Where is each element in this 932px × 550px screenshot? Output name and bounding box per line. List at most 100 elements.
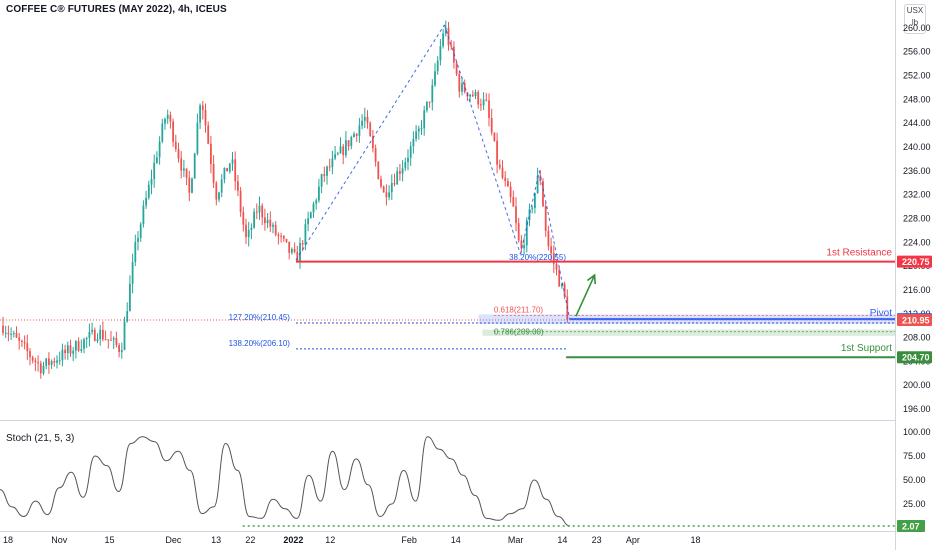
support-price-tag: 204.70 [902, 353, 930, 363]
candle-body [428, 101, 431, 103]
candle-body [444, 27, 447, 34]
candle-body [185, 168, 188, 178]
price-tick-label: 216.00 [903, 285, 931, 295]
candle-body [137, 238, 139, 242]
candle-body [64, 349, 66, 354]
candle-body [158, 141, 161, 158]
candle-body [285, 238, 288, 242]
candle-body [261, 205, 264, 218]
candle-body [415, 131, 417, 139]
stoch-tick-label: 100.00 [903, 427, 931, 437]
time-tick-label: 12 [325, 535, 335, 545]
candle-body [555, 263, 558, 270]
time-tick-label: 23 [592, 535, 602, 545]
candle-body [366, 116, 369, 123]
time-tick-label: Mar [508, 535, 524, 545]
candle-body [39, 363, 42, 374]
candle-body [426, 101, 428, 111]
drawings-group: 38.20%(220.55) 0.618(211.70) 127.20%(210.4… [0, 24, 895, 527]
candle-body [396, 171, 399, 185]
candle-body [164, 119, 166, 124]
price-tick-label: 196.00 [903, 404, 931, 414]
candle-body [471, 94, 474, 97]
candle-body [123, 321, 126, 350]
candle-body [166, 114, 169, 119]
candle-body [399, 171, 401, 174]
price-tick-label: 200.00 [903, 380, 931, 390]
candle-body [126, 311, 129, 322]
candle-body [107, 339, 110, 341]
candle-body [482, 99, 485, 106]
candle-body [139, 224, 142, 239]
up-arrow-head [586, 273, 597, 285]
candle-body [61, 349, 64, 361]
unit-toggle[interactable]: USX lb [904, 4, 926, 34]
candle-body [461, 83, 463, 92]
candle-body [118, 345, 120, 352]
candle-body [504, 177, 507, 182]
candle-body [550, 246, 552, 254]
candle-body [172, 121, 174, 142]
candle-body [53, 361, 56, 363]
candle-body [204, 110, 207, 126]
candle-body [169, 114, 172, 122]
candle-body [523, 245, 525, 249]
axis-group: 196.00200.00204.00208.00212.00216.00220.… [3, 23, 932, 545]
candle-body [247, 230, 250, 238]
candle-body [528, 209, 531, 221]
candle-body [431, 85, 434, 103]
candle-body [347, 140, 350, 147]
candle-body [223, 168, 226, 180]
candle-body [75, 341, 77, 351]
candle-body [115, 338, 118, 345]
candle-body [409, 146, 412, 158]
candle-body [48, 358, 50, 365]
support-price-tag-bg [897, 351, 932, 364]
candle-body [264, 217, 266, 224]
candle-body [31, 357, 34, 361]
unit-top-label: USX [906, 6, 924, 15]
candle-body [29, 351, 31, 358]
candle-body [301, 243, 304, 245]
candle-body [188, 177, 191, 193]
candle-body [66, 345, 69, 353]
candle-body [228, 163, 231, 172]
candle-body [183, 168, 185, 171]
candle-body [212, 164, 215, 184]
candle-body [420, 128, 423, 130]
candle-body [439, 46, 442, 61]
candle-body [134, 242, 137, 262]
candle-body [334, 154, 336, 159]
candle-body [21, 340, 23, 342]
time-tick-label: 18 [691, 535, 701, 545]
candle-body [474, 92, 477, 97]
candle-body [363, 116, 366, 121]
candle-body [393, 183, 396, 185]
candle-body [104, 339, 107, 341]
candle-body [517, 223, 520, 241]
stoch-line [0, 436, 570, 527]
candle-body [442, 33, 444, 47]
price-tick-label: 236.00 [903, 166, 931, 176]
time-tick-label: 18 [3, 535, 13, 545]
candle-body [312, 203, 315, 213]
fib-1272-label: 127.20%(210.45) [229, 313, 291, 322]
candle-body [534, 193, 536, 209]
candle-body [361, 120, 363, 126]
price-tick-label: 224.00 [903, 237, 931, 247]
candle-body [336, 153, 339, 155]
candle-body [434, 71, 436, 86]
candle-body [77, 341, 80, 351]
candle-body [458, 74, 461, 92]
candle-body [507, 181, 509, 187]
candle-body [269, 219, 272, 227]
unit-bottom-label: lb [911, 18, 919, 27]
candle-body [37, 362, 39, 364]
candle-body [280, 235, 282, 237]
candle-body [423, 110, 426, 129]
candle-body [274, 224, 277, 235]
candle-body [490, 118, 493, 133]
candle-body [23, 342, 26, 344]
candle-body [412, 139, 415, 147]
